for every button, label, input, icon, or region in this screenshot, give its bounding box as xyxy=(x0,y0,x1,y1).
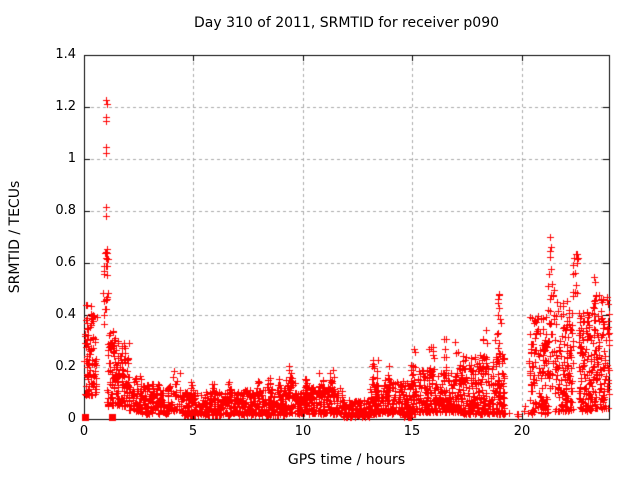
x-tick-label-5: 5 xyxy=(188,424,198,439)
y-tick-label-1.2: 1.2 xyxy=(55,99,76,114)
x-tick-label-20: 20 xyxy=(513,424,531,439)
x-tick-label-15: 15 xyxy=(403,424,421,439)
y-tick-label-1.4: 1.4 xyxy=(55,47,76,62)
x-tick-label-10: 10 xyxy=(294,424,312,439)
y-tick-label-0: 0 xyxy=(67,411,76,426)
y-tick-label-1: 1 xyxy=(67,151,76,166)
chart-title: Day 310 of 2011, SRMTID for receiver p09… xyxy=(193,15,500,31)
y-tick-label-0.4: 0.4 xyxy=(55,307,76,322)
x-tick-label-0: 0 xyxy=(79,424,89,439)
x-axis-label: GPS time / hours xyxy=(287,452,406,468)
y-tick-label-0.2: 0.2 xyxy=(55,359,76,374)
y-tick-label-0.8: 0.8 xyxy=(55,203,76,218)
y-tick-label-0.6: 0.6 xyxy=(55,255,76,270)
y-axis-label-text: SRMTID / TECUs xyxy=(7,180,23,294)
